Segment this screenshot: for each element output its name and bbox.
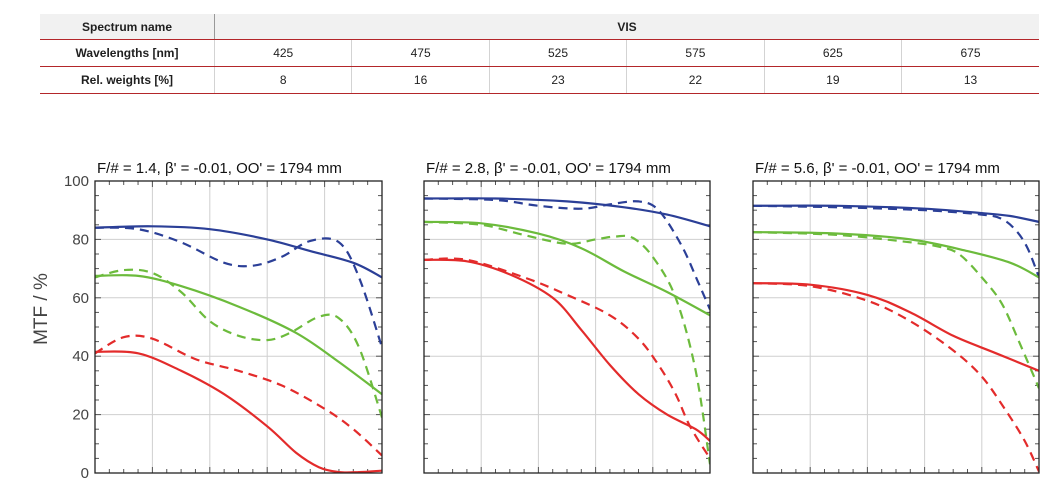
y-tick-label: 20 bbox=[72, 407, 89, 424]
series-group bbox=[753, 204, 1039, 472]
wavelength-cell: 575 bbox=[626, 39, 765, 67]
mtf-series-line-dashed bbox=[424, 197, 710, 310]
wavelength-label: Wavelengths [nm] bbox=[40, 39, 215, 67]
mtf-series-line-solid bbox=[753, 204, 1039, 223]
panel-title: F/# = 1.4, β' = -0.01, OO' = 1794 mm bbox=[97, 160, 342, 177]
plot-frame bbox=[423, 180, 711, 474]
series-group bbox=[95, 225, 382, 473]
spectrum-row: Spectrum name VIS bbox=[40, 14, 1039, 40]
wavelength-cell: 625 bbox=[763, 39, 902, 67]
y-tick-label: 100 bbox=[64, 173, 89, 190]
mtf-series-line-dashed bbox=[95, 334, 382, 457]
y-tick-label: 40 bbox=[72, 348, 89, 365]
weight-cell: 13 bbox=[901, 66, 1039, 94]
weight-row: Rel. weights [%] 8 16 23 22 19 13 bbox=[40, 66, 1039, 94]
wavelength-cell: 425 bbox=[213, 39, 352, 67]
mtf-panel-1: 0 20 40 60 80 100 MTF / % F/# = 1.4, β' = -0.01… bbox=[31, 160, 383, 482]
weight-cell: 19 bbox=[763, 66, 902, 94]
weight-cell: 16 bbox=[351, 66, 490, 94]
weight-cell: 23 bbox=[488, 66, 627, 94]
y-tick-label: 60 bbox=[72, 290, 89, 307]
mtf-series-line-solid bbox=[424, 258, 710, 442]
mtf-series-line-dashed bbox=[424, 257, 710, 459]
mtf-panel-3: F/# = 5.6, β' = -0.01, OO' = 1794 mm bbox=[752, 160, 1040, 474]
mtf-series-line-solid bbox=[95, 350, 382, 473]
weight-cell: 22 bbox=[626, 66, 765, 94]
mtf-series-line-dashed bbox=[753, 282, 1039, 472]
y-tick-label: 80 bbox=[72, 231, 89, 248]
weight-cell: 8 bbox=[213, 66, 352, 94]
panel-title: F/# = 5.6, β' = -0.01, OO' = 1794 mm bbox=[755, 160, 1000, 177]
wavelength-cell: 525 bbox=[488, 39, 627, 67]
plot-frame bbox=[94, 180, 383, 474]
y-tick-label: 0 bbox=[81, 465, 89, 482]
mtf-panel-2: F/# = 2.8, β' = -0.01, OO' = 1794 mm bbox=[423, 160, 711, 474]
mtf-series-line-dashed bbox=[753, 231, 1039, 389]
mtf-series-line-dashed bbox=[753, 204, 1039, 278]
wavelength-row: Wavelengths [nm] 425 475 525 575 625 675 bbox=[40, 39, 1039, 67]
mtf-series-line-solid bbox=[753, 282, 1039, 372]
plot-frame bbox=[752, 180, 1040, 474]
wavelength-cell: 675 bbox=[901, 39, 1039, 67]
mtf-series-line-solid bbox=[424, 220, 710, 317]
mtf-chart-svg: 0 20 40 60 80 100 MTF / % F/# = 1.4, β' = -0.01… bbox=[31, 160, 1040, 482]
mtf-charts: 0 20 40 60 80 100 MTF / % F/# = 1.4, β' = -0.01… bbox=[0, 150, 1063, 498]
mtf-series-line-dashed bbox=[95, 268, 382, 418]
y-axis-label: MTF / % bbox=[31, 273, 52, 345]
series-group bbox=[424, 197, 710, 465]
mtf-series-line-solid bbox=[753, 231, 1039, 279]
mtf-series-line-solid bbox=[95, 225, 382, 279]
spectrum-table: Spectrum name VIS Wavelengths [nm] 425 4… bbox=[40, 14, 1039, 94]
mtf-series-line-solid bbox=[95, 274, 382, 396]
wavelength-cell: 475 bbox=[351, 39, 490, 67]
mtf-series-line-dashed bbox=[424, 220, 710, 465]
panel-title: F/# = 2.8, β' = -0.01, OO' = 1794 mm bbox=[426, 160, 671, 177]
spectrum-name-label: Spectrum name bbox=[40, 14, 215, 40]
mtf-series-line-dashed bbox=[95, 226, 382, 348]
weight-label: Rel. weights [%] bbox=[40, 66, 215, 94]
mtf-series-line-solid bbox=[424, 197, 710, 228]
spectrum-name-value: VIS bbox=[214, 14, 1039, 40]
